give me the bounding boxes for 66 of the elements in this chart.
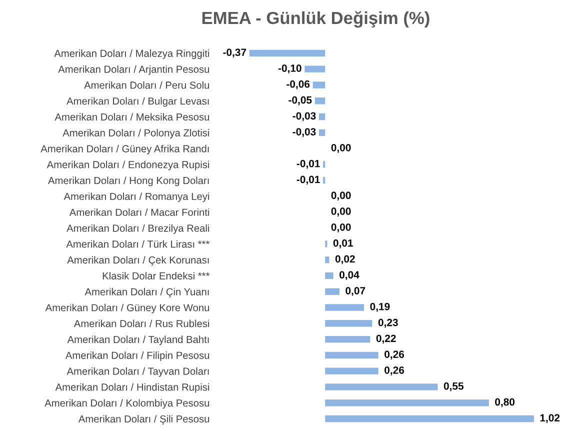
bar	[249, 50, 326, 57]
data-label: 0,23	[378, 318, 398, 328]
bar	[325, 384, 438, 390]
bar	[325, 352, 378, 359]
bar	[325, 415, 534, 422]
bar	[314, 98, 326, 104]
bar	[325, 304, 364, 311]
y-tick-label: Amerikan Doları / Güney Kore Wonu	[45, 304, 210, 314]
bar	[325, 336, 370, 343]
y-tick-label: Klasik Dolar Endeksi ***	[102, 272, 210, 280]
data-label: -0,01	[296, 176, 320, 185]
data-label: -0,10	[278, 64, 302, 74]
data-label: -0,06	[286, 80, 310, 90]
data-label: 0,00	[331, 192, 351, 201]
data-label: 0,22	[376, 334, 396, 344]
y-tick-label: Amerikan Doları / Romanya Leyi	[64, 192, 210, 202]
data-label: 0,26	[384, 350, 404, 360]
bar	[325, 320, 372, 327]
bar	[325, 288, 340, 295]
y-tick-label: Amerikan Doları / Tayvan Doları	[66, 367, 209, 377]
y-tick-label: Amerikan Doları / Şili Pesosu	[78, 415, 210, 425]
data-label: 0,04	[340, 271, 360, 280]
data-label: 0,26	[384, 366, 404, 376]
data-label: -0,05	[288, 96, 312, 106]
data-label: 0,80	[495, 398, 515, 408]
data-label: 0,07	[346, 287, 366, 296]
y-tick-label: Amerikan Doları / Bulgar Levası	[66, 97, 209, 107]
y-tick-label: Amerikan Doları / Meksika Pesosu	[54, 113, 210, 121]
data-label: 0,00	[331, 208, 351, 216]
y-tick-label: Amerikan Doları / Malezya Ringgiti	[54, 50, 210, 59]
data-label: -0,37	[223, 48, 246, 58]
y-tick-label: Amerikan Doları / Polonya Zlotisi	[62, 128, 210, 138]
data-label: 0,02	[335, 255, 355, 264]
bar	[325, 400, 489, 406]
bar	[325, 272, 334, 280]
bar	[318, 129, 326, 136]
y-tick-label: Amerikan Doları / Çin Yuanı	[84, 288, 209, 298]
data-label: -0,01	[296, 160, 320, 169]
y-tick-label: Amerikan Doları / Hong Kong Doları	[48, 176, 209, 186]
y-tick-label: Amerikan Doları / Brezilya Reali	[66, 224, 210, 234]
y-tick-label: Amerikan Doları / Çek Korunası	[67, 256, 209, 266]
y-tick-label: Amerikan Doları / Hindistan Rupisi	[55, 383, 210, 393]
bar	[325, 256, 330, 264]
y-tick-label: Amerikan Doları / Güney Afrika Randı	[40, 144, 209, 154]
bar	[304, 66, 326, 72]
bar	[325, 368, 378, 374]
data-label: 0,00	[331, 144, 351, 153]
data-label: 0,19	[370, 302, 390, 312]
y-tick-label: Amerikan Doları / Kolombiya Pesosu	[44, 399, 210, 409]
y-tick-label: Amerikan Doları / Türk Lirası ***	[66, 240, 210, 248]
data-label: 0,01	[333, 239, 353, 248]
y-tick-label: Amerikan Doları / Arjantin Pesosu	[58, 65, 210, 75]
y-tick-label: Amerikan Doları / Peru Solu	[84, 81, 210, 89]
data-label: -0,03	[292, 128, 316, 137]
data-label: 1,02	[540, 414, 560, 424]
bar	[312, 82, 326, 88]
y-tick-label: Amerikan Doları / Filipin Pesosu	[65, 351, 210, 361]
data-label: 0,55	[444, 382, 464, 392]
data-label: 0,00	[331, 223, 351, 232]
chart-title: EMEA - Günlük Değişim (%)	[202, 11, 430, 28]
y-tick-label: Amerikan Doları / Endonezya Rupisi	[46, 160, 210, 170]
data-label: -0,03	[292, 112, 316, 122]
y-tick-label: Amerikan Doları / Macar Forinti	[69, 208, 210, 216]
bar	[318, 113, 326, 120]
y-tick-label: Amerikan Doları / Tayland Bahtı	[67, 336, 209, 346]
y-tick-label: Amerikan Doları / Rus Rublesi	[74, 320, 210, 328]
